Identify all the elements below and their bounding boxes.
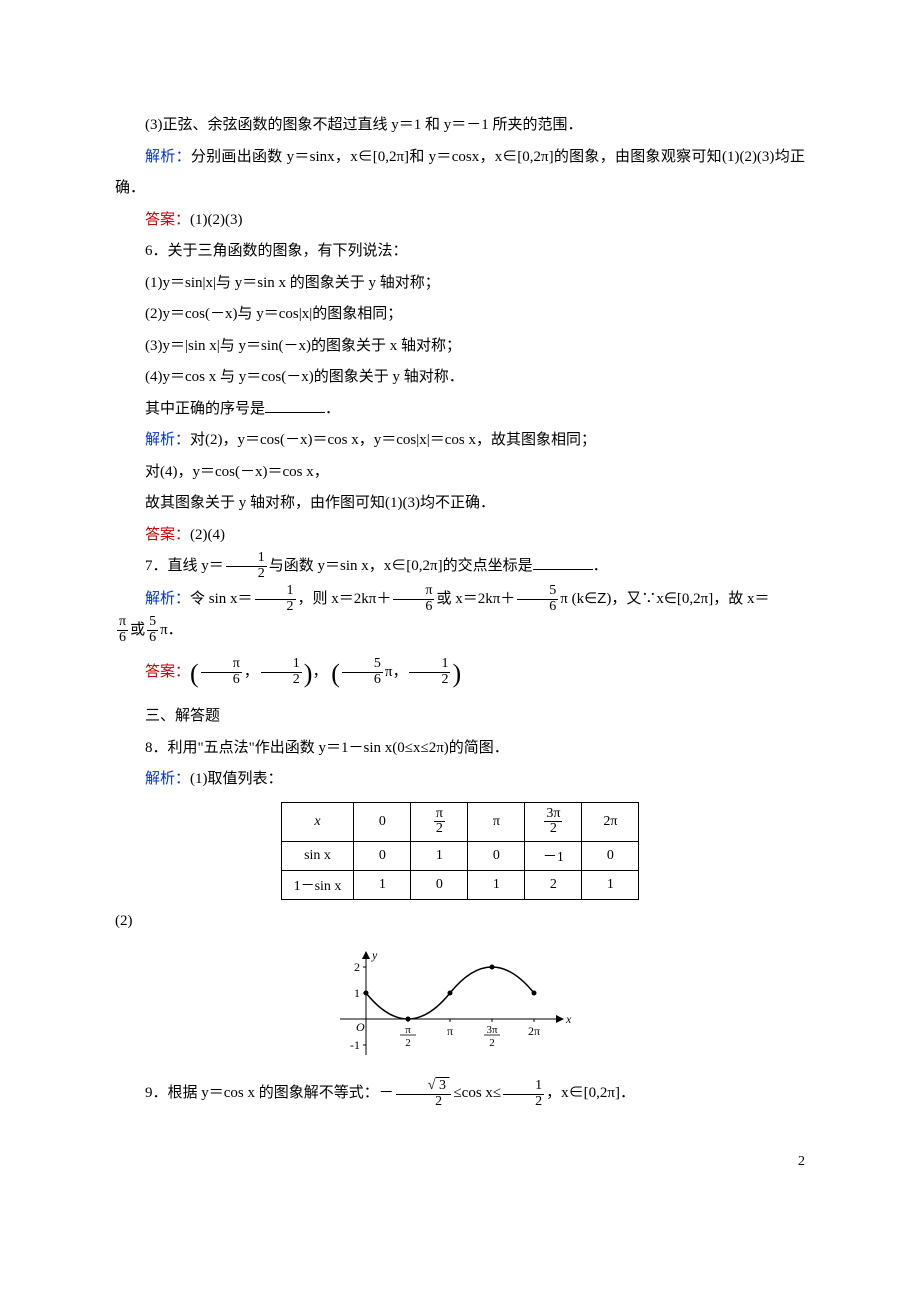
q6-3: (3)y＝|sin x|与 y＝sin(－x)的图象关于 x 轴对称； bbox=[115, 331, 805, 363]
svg-text:-1: -1 bbox=[350, 1038, 360, 1052]
svg-text:O: O bbox=[356, 1020, 365, 1034]
svg-text:π: π bbox=[447, 1024, 453, 1038]
q6-2: (2)y＝cos(－x)与 y＝cos|x|的图象相同； bbox=[115, 299, 805, 331]
svg-text:1: 1 bbox=[354, 986, 360, 1000]
svg-text:π: π bbox=[405, 1024, 411, 1036]
q6-blank: 其中正确的序号是． bbox=[115, 394, 805, 426]
svg-text:2: 2 bbox=[489, 1037, 495, 1049]
section-3: 三、解答题 bbox=[115, 701, 805, 733]
label-analysis: 解析： bbox=[145, 149, 191, 165]
page-number: 2 bbox=[798, 1154, 805, 1170]
analysis-8: 解析：(1)取值列表： bbox=[115, 764, 805, 796]
answer-1: 答案：(1)(2)(3) bbox=[115, 205, 805, 237]
analysis-6b: 对(4)，y＝cos(－x)＝cos x， bbox=[115, 457, 805, 489]
svg-text:x: x bbox=[565, 1012, 572, 1026]
analysis-1: 解析：分别画出函数 y＝sinx，x∈[0,2π]和 y＝cosx，x∈[0,2… bbox=[115, 142, 805, 205]
q8-stem: 8．利用"五点法"作出函数 y＝1－sin x(0≤x≤2π)的简图． bbox=[115, 733, 805, 765]
svg-text:2: 2 bbox=[405, 1037, 411, 1049]
svg-text:3π: 3π bbox=[486, 1024, 498, 1036]
q6-1: (1)y＝sin|x|与 y＝sin x 的图象关于 y 轴对称； bbox=[115, 268, 805, 300]
fill-blank bbox=[265, 398, 325, 413]
analysis-6: 解析：对(2)，y＝cos(－x)＝cos x，y＝cos|x|＝cos x，故… bbox=[115, 425, 805, 457]
label-answer: 答案： bbox=[145, 212, 190, 228]
page: (3)正弦、余弦函数的图象不超过直线 y＝1 和 y＝－1 所夹的范围． 解析：… bbox=[0, 0, 920, 1200]
svg-text:2π: 2π bbox=[528, 1024, 540, 1038]
q7-stem: 7．直线 y＝12与函数 y＝sin x，x∈[0,2π]的交点坐标是． bbox=[115, 551, 805, 583]
q6-4: (4)y＝cos x 与 y＝cos(－x)的图象关于 y 轴对称． bbox=[115, 362, 805, 394]
q8-2: (2) bbox=[115, 906, 805, 938]
analysis-7b: π6或56π． bbox=[115, 615, 805, 647]
frac-1-2: 12 bbox=[226, 551, 267, 581]
graph: 21-1Oyxπ2π3π22π bbox=[115, 945, 805, 1070]
answer-7: 答案：(π6，12)， (56π，12) bbox=[115, 647, 805, 702]
svg-text:2: 2 bbox=[354, 960, 360, 974]
analysis-6c: 故其图象关于 y 轴对称，由作图可知(1)(3)均不正确． bbox=[115, 488, 805, 520]
table-row: sin x 0 1 0 －1 0 bbox=[281, 841, 639, 870]
fill-blank bbox=[533, 556, 593, 571]
table-row: x 0 π2 π 3π2 2π bbox=[281, 802, 639, 841]
analysis-7: 解析：令 sin x＝12，则 x＝2kπ＋π6或 x＝2kπ＋56π (k∈Z… bbox=[115, 583, 805, 616]
line-3: (3)正弦、余弦函数的图象不超过直线 y＝1 和 y＝－1 所夹的范围． bbox=[115, 110, 805, 142]
answer-6: 答案：(2)(4) bbox=[115, 520, 805, 552]
five-point-table: x 0 π2 π 3π2 2π sin x 0 1 0 －1 0 1－sin x… bbox=[281, 802, 640, 900]
q9-stem: 9．根据 y＝cos x 的图象解不等式：－√ 3 2≤cos x≤12，x∈[… bbox=[115, 1078, 805, 1110]
table-row: 1－sin x 1 0 1 2 1 bbox=[281, 870, 639, 899]
q6-stem: 6．关于三角函数的图象，有下列说法： bbox=[115, 236, 805, 268]
svg-text:y: y bbox=[371, 948, 378, 962]
